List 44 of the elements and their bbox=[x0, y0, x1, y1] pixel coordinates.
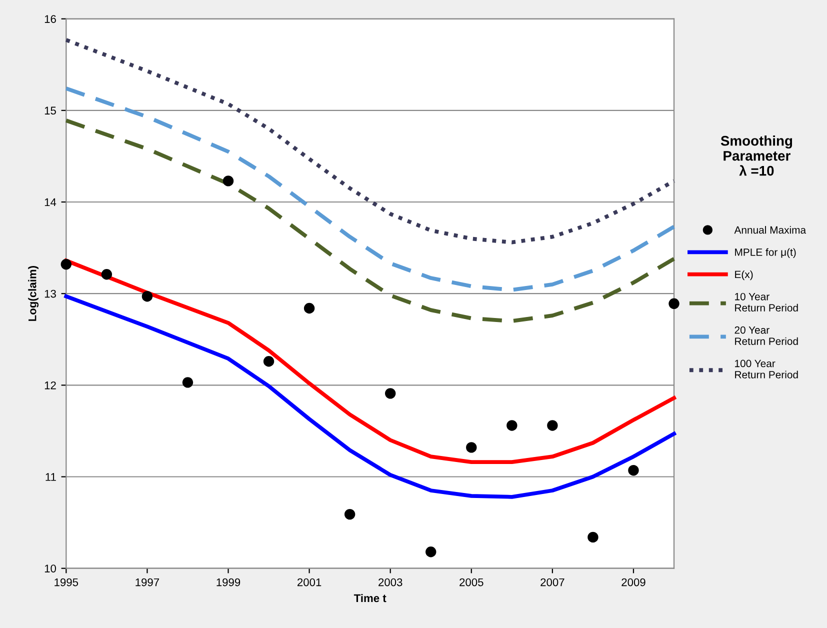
point bbox=[506, 420, 518, 431]
line-series bbox=[64, 294, 676, 499]
x-tick-label: 2009 bbox=[622, 578, 646, 586]
legend-label: 20 Year Return Period bbox=[734, 326, 798, 345]
y-tick-label: 11 bbox=[46, 473, 56, 481]
point bbox=[344, 508, 356, 520]
point bbox=[628, 464, 639, 476]
legend-label: E(x) bbox=[735, 270, 753, 280]
y-tick-label: 12 bbox=[44, 381, 56, 390]
line-series bbox=[64, 118, 676, 324]
point bbox=[182, 377, 194, 388]
x-tick-label: 1995 bbox=[54, 578, 78, 586]
point bbox=[426, 546, 436, 558]
y-axis-title: Log(claim) bbox=[28, 266, 39, 321]
point bbox=[304, 302, 315, 314]
x-tick-label: 1999 bbox=[216, 578, 240, 586]
y-tick-label: 16 bbox=[44, 15, 56, 23]
point bbox=[263, 356, 274, 367]
y-tick-label: 13 bbox=[44, 290, 56, 298]
y-tick-label: 15 bbox=[44, 106, 56, 115]
x-tick-label: 1997 bbox=[136, 578, 160, 586]
point bbox=[384, 388, 396, 399]
x-tick-label: 2007 bbox=[540, 578, 564, 586]
legend-label: MPLE for μ(t) bbox=[735, 248, 796, 258]
point bbox=[588, 532, 598, 543]
y-tick-label: 14 bbox=[44, 198, 56, 206]
x-tick-label: 2005 bbox=[460, 578, 484, 586]
point bbox=[466, 442, 477, 453]
line-series bbox=[64, 38, 676, 244]
point bbox=[668, 298, 680, 310]
x-tick-label: 2003 bbox=[378, 578, 402, 586]
point bbox=[547, 420, 558, 431]
x-tick-label: 2001 bbox=[298, 578, 322, 586]
point bbox=[60, 258, 72, 270]
y-tick-label: 10 bbox=[44, 564, 56, 572]
x-axis-title: Time t bbox=[354, 594, 386, 602]
legend-label: 100 Year Return Period bbox=[735, 360, 798, 378]
point bbox=[142, 290, 153, 302]
text: Smoothing Parameter λ =10 bbox=[720, 136, 792, 176]
point bbox=[101, 269, 112, 280]
legend-label: 10 Year Return Period bbox=[735, 292, 798, 312]
point bbox=[222, 176, 234, 186]
legend-label: Annual Maxima bbox=[734, 226, 806, 234]
line-series bbox=[64, 86, 676, 292]
